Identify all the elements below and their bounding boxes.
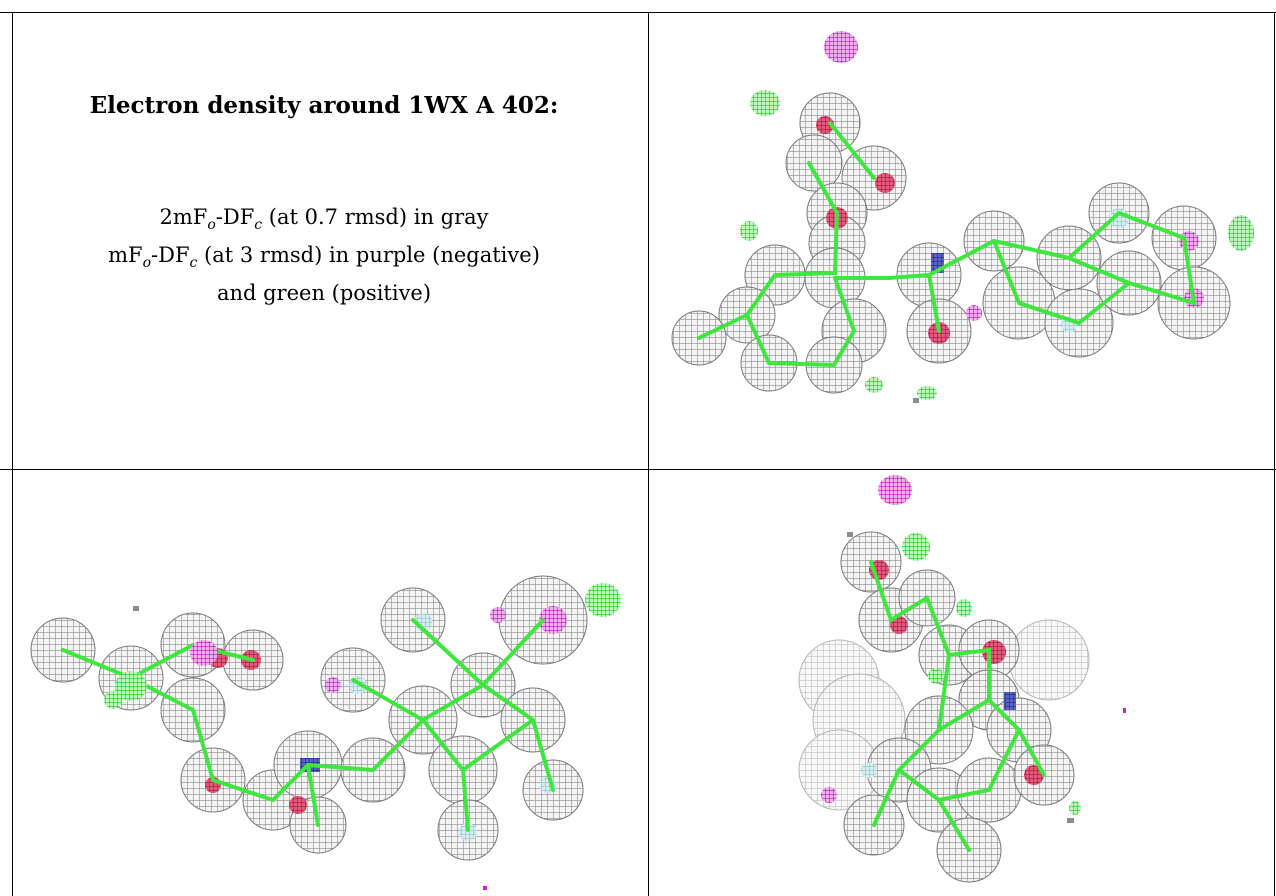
table-border-right bbox=[1274, 12, 1275, 896]
caption-cell: Electron density around 1WX A 402: 2mFo-… bbox=[0, 0, 648, 469]
table-border-center bbox=[648, 12, 649, 896]
density-view-top-right bbox=[671, 31, 1254, 403]
density-view-bottom-right bbox=[798, 475, 1126, 883]
density-view-bottom-left bbox=[30, 575, 621, 890]
caption-title: Electron density around 1WX A 402: bbox=[89, 92, 559, 119]
caption-line-2fo: 2mFo-DFc (at 0.7 rmsd) in gray bbox=[159, 205, 489, 233]
table-border-left bbox=[12, 12, 13, 896]
table-border-top bbox=[0, 12, 1276, 13]
caption-line-fo: mFo-DFc (at 3 rmsd) in purple (negative) bbox=[108, 243, 540, 271]
caption-line-colors: and green (positive) bbox=[216, 281, 432, 305]
caption-lines: 2mFo-DFc (at 0.7 rmsd) in gray mFo-DFc (… bbox=[0, 202, 648, 308]
table-border-middle bbox=[0, 469, 1276, 470]
